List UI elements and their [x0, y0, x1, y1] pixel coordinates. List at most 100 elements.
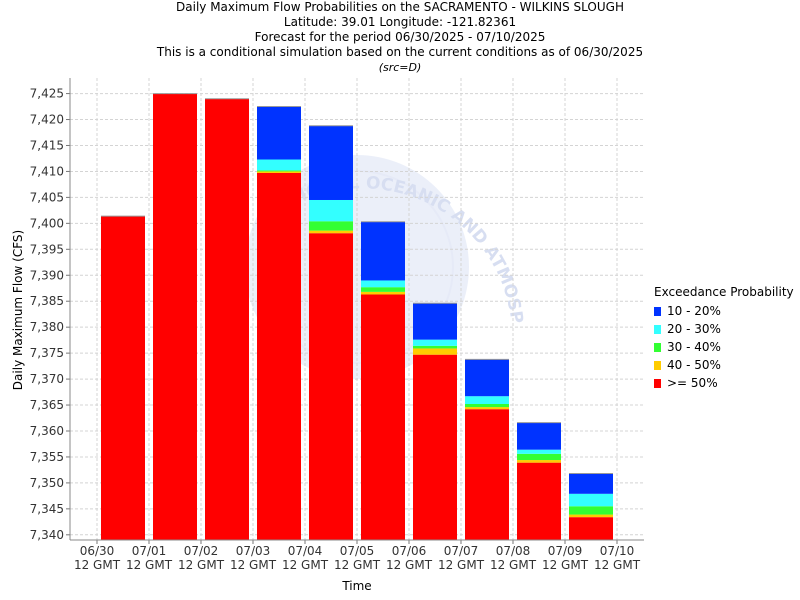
bar-segment-20-30 — [309, 199, 353, 222]
legend-item: >= 50% — [654, 374, 794, 392]
chart-subtitle-location: Latitude: 39.01 Longitude: -121.82361 — [283, 15, 517, 29]
x-tick-label-date: 07/02 — [184, 544, 219, 558]
legend-swatch — [654, 378, 661, 388]
bar-segment-30-40 — [465, 403, 509, 408]
bar-segment-10-20 — [517, 422, 561, 450]
y-tick-label: 7,390 — [30, 268, 64, 282]
x-tick-label-date: 07/04 — [288, 544, 323, 558]
y-axis-label: Daily Maximum Flow (CFS) — [11, 230, 25, 390]
x-tick-label-time: 12 GMT — [178, 558, 225, 572]
bar-segment-20-30 — [517, 449, 561, 454]
legend-title: Exceedance Probability — [654, 285, 794, 299]
bar-segment-50-plus — [101, 216, 145, 540]
y-tick-label: 7,360 — [30, 424, 64, 438]
legend: Exceedance Probability 10 - 20% 20 - 30% 3… — [654, 284, 794, 392]
chart-subtitle-period: Forecast for the period 06/30/2025 - 07/… — [254, 30, 546, 44]
y-tick-label: 7,410 — [30, 164, 64, 178]
x-tick-label-time: 12 GMT — [230, 558, 277, 572]
bar-segment-10-20 — [361, 221, 405, 281]
x-tick-label-date: 07/10 — [600, 544, 635, 558]
legend-swatch — [654, 324, 661, 334]
bar-segment-10-20 — [413, 303, 457, 340]
bar-segment-50-plus — [569, 517, 613, 540]
x-tick-label-time: 12 GMT — [386, 558, 433, 572]
chart-subtitle-conditions: This is a conditional simulation based o… — [156, 45, 644, 59]
legend-label: 20 - 30% — [667, 322, 721, 336]
legend-items: 10 - 20% 20 - 30% 30 - 40% 40 - 50% >= 50% — [654, 302, 794, 392]
x-axis-label: Time — [341, 579, 371, 593]
x-tick-label-date: 07/08 — [496, 544, 531, 558]
bar-segment-40-50 — [257, 171, 301, 173]
y-tick-label: 7,345 — [30, 502, 64, 516]
x-tick-label-time: 12 GMT — [282, 558, 329, 572]
y-tick-label: 7,380 — [30, 320, 64, 334]
bar-segment-10-20 — [569, 473, 613, 494]
y-tick-label: 7,355 — [30, 450, 64, 464]
x-tick-label-date: 07/03 — [236, 544, 271, 558]
bar-segment-50-plus — [517, 462, 561, 540]
bar-segment-50-plus — [465, 409, 509, 540]
bar-segment-30-40 — [309, 221, 353, 231]
x-tick-label-time: 12 GMT — [490, 558, 537, 572]
y-tick-label: 7,425 — [30, 87, 64, 101]
bar-segment-30-40 — [257, 170, 301, 172]
bar-segment-20-30 — [465, 396, 509, 404]
legend-swatch — [654, 306, 661, 316]
bar-segment-50-plus — [361, 294, 405, 540]
x-tick-label-date: 07/05 — [340, 544, 375, 558]
legend-swatch — [654, 342, 661, 352]
bar-segment-20-30 — [569, 493, 613, 507]
bar-segment-30-40 — [361, 287, 405, 292]
legend-item: 30 - 40% — [654, 338, 794, 356]
y-tick-label: 7,375 — [30, 346, 64, 360]
x-tick-label-time: 12 GMT — [334, 558, 381, 572]
legend-label: 10 - 20% — [667, 304, 721, 318]
legend-item: 10 - 20% — [654, 302, 794, 320]
axes: 7,340 7,345 7,350 7,355 7,360 7,365 7,370 7,375… — [30, 78, 644, 572]
x-tick-label-time: 12 GMT — [126, 558, 173, 572]
bar-segment-20-30 — [413, 339, 457, 346]
bar-segment-50-plus — [257, 172, 301, 541]
y-tick-label: 7,350 — [30, 476, 64, 490]
bar-segment-30-40 — [569, 506, 613, 515]
legend-swatch — [654, 360, 661, 370]
bar-segment-50-plus — [309, 233, 353, 540]
legend-label: 30 - 40% — [667, 340, 721, 354]
y-tick-label: 7,385 — [30, 294, 64, 308]
x-tick-label-date: 07/01 — [132, 544, 167, 558]
bar-segment-40-50 — [413, 348, 457, 355]
bar-segment-10-20 — [257, 106, 301, 160]
x-tick-label-time: 12 GMT — [438, 558, 485, 572]
bar-series — [101, 93, 613, 541]
bar-segment-40-50 — [361, 291, 405, 295]
bar-segment-50-plus — [153, 93, 197, 541]
x-tick-label-date: 07/06 — [392, 544, 427, 558]
x-tick-label-time: 12 GMT — [542, 558, 589, 572]
x-tick-label-date: 07/07 — [444, 544, 479, 558]
bar-segment-40-50 — [569, 514, 613, 518]
y-tick-label: 7,340 — [30, 528, 64, 542]
legend-label: 40 - 50% — [667, 358, 721, 372]
bar-segment-40-50 — [465, 407, 509, 410]
bar-segment-10-20 — [465, 359, 509, 397]
bar-segment-30-40 — [413, 345, 457, 349]
bar-segment-20-30 — [257, 159, 301, 171]
y-tick-label: 7,395 — [30, 242, 64, 256]
x-tick-label-date: 06/30 — [80, 544, 115, 558]
chart-title: Daily Maximum Flow Probabilities on the … — [176, 0, 624, 14]
y-tick-label: 7,415 — [30, 138, 64, 152]
y-tick-label: 7,420 — [30, 113, 64, 127]
y-tick-label: 7,400 — [30, 216, 64, 230]
bar-segment-50-plus — [413, 354, 457, 540]
bar-segment-40-50 — [309, 230, 353, 234]
bar-segment-40-50 — [517, 460, 561, 463]
x-tick-label-time: 12 GMT — [594, 558, 641, 572]
legend-item: 40 - 50% — [654, 356, 794, 374]
y-tick-label: 7,365 — [30, 398, 64, 412]
legend-label: >= 50% — [667, 376, 718, 390]
x-tick-label-date: 07/09 — [548, 544, 583, 558]
legend-item: 20 - 30% — [654, 320, 794, 338]
bar-segment-20-30 — [361, 280, 405, 288]
bar-segment-30-40 — [517, 453, 561, 461]
